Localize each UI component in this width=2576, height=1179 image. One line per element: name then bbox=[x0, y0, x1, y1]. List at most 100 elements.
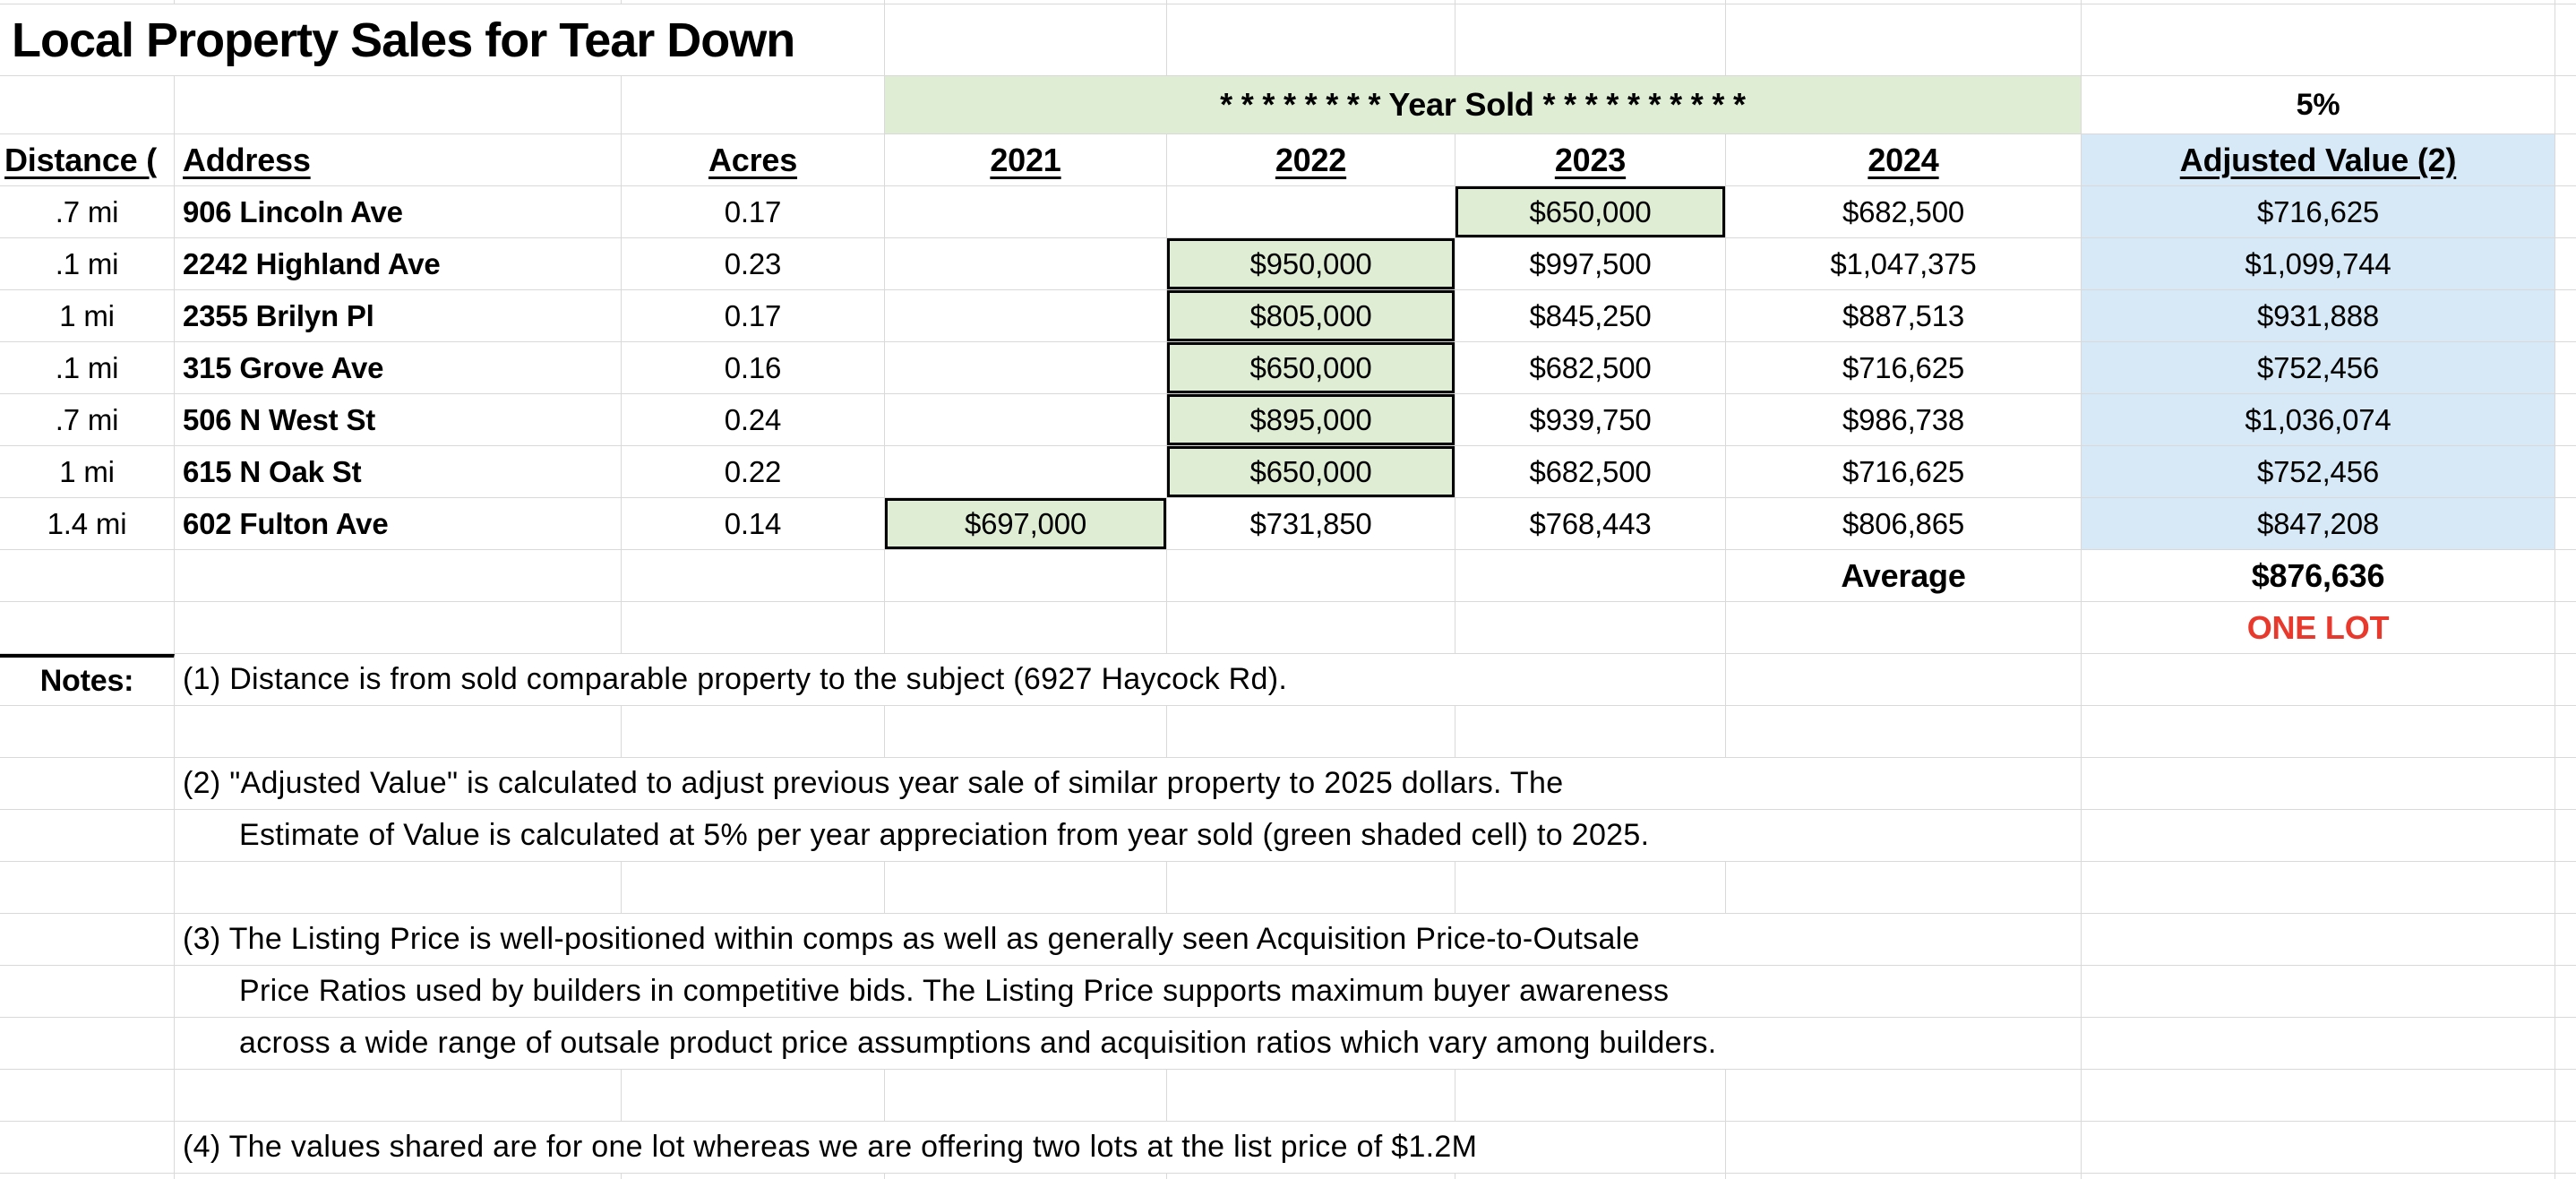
empty-cell[interactable] bbox=[1726, 4, 2082, 76]
price-2022-cell-sold[interactable]: $650,000 bbox=[1167, 342, 1455, 394]
col-header-adjusted-value[interactable]: Adjusted Value (2) bbox=[2082, 134, 2555, 186]
col-header-distance[interactable]: Distance ( bbox=[0, 134, 175, 186]
average-label-cell[interactable]: Average bbox=[1726, 550, 2082, 602]
acres-cell[interactable]: 0.24 bbox=[622, 394, 885, 446]
price-2024-cell[interactable]: $986,738 bbox=[1726, 394, 2082, 446]
empty-cell[interactable] bbox=[1167, 4, 1455, 76]
empty-cell[interactable] bbox=[622, 862, 885, 914]
empty-cell[interactable] bbox=[1167, 550, 1455, 602]
col-header-acres[interactable]: Acres bbox=[622, 134, 885, 186]
distance-cell[interactable]: .1 mi bbox=[0, 238, 175, 290]
empty-cell[interactable] bbox=[1726, 706, 2082, 758]
empty-cell[interactable] bbox=[885, 602, 1167, 654]
note-1[interactable]: (1) Distance is from sold comparable pro… bbox=[175, 654, 1726, 706]
col-header-2024[interactable]: 2024 bbox=[1726, 134, 2082, 186]
adjusted-value-cell[interactable]: $1,099,744 bbox=[2082, 238, 2555, 290]
empty-cell[interactable] bbox=[2082, 1070, 2555, 1122]
empty-cell[interactable] bbox=[0, 550, 175, 602]
empty-cell[interactable] bbox=[175, 602, 622, 654]
adjusted-value-cell[interactable]: $752,456 bbox=[2082, 446, 2555, 498]
distance-cell[interactable]: .7 mi bbox=[0, 394, 175, 446]
empty-cell[interactable] bbox=[622, 550, 885, 602]
distance-cell[interactable]: 1.4 mi bbox=[0, 498, 175, 550]
adjusted-value-cell[interactable]: $752,456 bbox=[2082, 342, 2555, 394]
empty-cell[interactable] bbox=[1167, 706, 1455, 758]
price-2024-cell[interactable]: $887,513 bbox=[1726, 290, 2082, 342]
note-2-line-2[interactable]: Estimate of Value is calculated at 5% pe… bbox=[175, 810, 2082, 862]
adjusted-value-cell[interactable]: $847,208 bbox=[2082, 498, 2555, 550]
empty-cell[interactable] bbox=[1726, 602, 2082, 654]
price-2021-cell[interactable] bbox=[885, 186, 1167, 238]
distance-cell[interactable]: 1 mi bbox=[0, 290, 175, 342]
empty-cell[interactable] bbox=[0, 76, 175, 134]
empty-cell[interactable] bbox=[175, 1070, 622, 1122]
empty-cell[interactable] bbox=[2082, 654, 2555, 706]
empty-cell[interactable] bbox=[175, 706, 622, 758]
empty-cell[interactable] bbox=[0, 758, 175, 810]
empty-cell[interactable] bbox=[0, 706, 175, 758]
empty-cell[interactable] bbox=[1167, 862, 1455, 914]
empty-cell[interactable] bbox=[622, 76, 885, 134]
empty-cell[interactable] bbox=[1167, 602, 1455, 654]
adjusted-value-cell[interactable]: $931,888 bbox=[2082, 290, 2555, 342]
appreciation-rate-cell[interactable]: 5% bbox=[2082, 76, 2555, 134]
col-header-2023[interactable]: 2023 bbox=[1455, 134, 1726, 186]
empty-cell[interactable] bbox=[2082, 706, 2555, 758]
col-header-2021[interactable]: 2021 bbox=[885, 134, 1167, 186]
price-2022-cell[interactable] bbox=[1167, 186, 1455, 238]
empty-cell[interactable] bbox=[1167, 1070, 1455, 1122]
empty-cell[interactable] bbox=[0, 602, 175, 654]
distance-cell[interactable]: 1 mi bbox=[0, 446, 175, 498]
empty-cell[interactable] bbox=[885, 706, 1167, 758]
address-cell[interactable]: 315 Grove Ave bbox=[175, 342, 622, 394]
price-2023-cell[interactable]: $768,443 bbox=[1455, 498, 1726, 550]
adjusted-value-cell[interactable]: $716,625 bbox=[2082, 186, 2555, 238]
price-2024-cell[interactable]: $716,625 bbox=[1726, 446, 2082, 498]
empty-cell[interactable] bbox=[622, 602, 885, 654]
empty-cell[interactable] bbox=[2082, 966, 2555, 1018]
empty-cell[interactable] bbox=[885, 4, 1167, 76]
address-cell[interactable]: 602 Fulton Ave bbox=[175, 498, 622, 550]
empty-cell[interactable] bbox=[1726, 1070, 2082, 1122]
price-2023-cell[interactable]: $939,750 bbox=[1455, 394, 1726, 446]
empty-cell[interactable] bbox=[1455, 4, 1726, 76]
price-2021-cell[interactable] bbox=[885, 394, 1167, 446]
empty-cell[interactable] bbox=[0, 966, 175, 1018]
empty-cell[interactable] bbox=[0, 1122, 175, 1174]
address-cell[interactable]: 506 N West St bbox=[175, 394, 622, 446]
empty-cell[interactable] bbox=[175, 76, 622, 134]
acres-cell[interactable]: 0.17 bbox=[622, 290, 885, 342]
empty-cell[interactable] bbox=[2082, 810, 2555, 862]
empty-cell[interactable] bbox=[1726, 654, 2082, 706]
address-cell[interactable]: 615 N Oak St bbox=[175, 446, 622, 498]
price-2022-cell-sold[interactable]: $805,000 bbox=[1167, 290, 1455, 342]
empty-cell[interactable] bbox=[1726, 1122, 2082, 1174]
empty-cell[interactable] bbox=[1455, 706, 1726, 758]
note-3-line-3[interactable]: across a wide range of outsale product p… bbox=[175, 1018, 2082, 1070]
page-title[interactable]: Local Property Sales for Tear Down bbox=[0, 4, 885, 76]
empty-cell[interactable] bbox=[0, 810, 175, 862]
empty-cell[interactable] bbox=[0, 1018, 175, 1070]
price-2022-cell[interactable]: $731,850 bbox=[1167, 498, 1455, 550]
notes-label-cell[interactable]: Notes: bbox=[0, 654, 175, 706]
price-2022-cell-sold[interactable]: $650,000 bbox=[1167, 446, 1455, 498]
empty-cell[interactable] bbox=[885, 862, 1167, 914]
distance-cell[interactable]: .7 mi bbox=[0, 186, 175, 238]
empty-cell[interactable] bbox=[2082, 1122, 2555, 1174]
average-value-cell[interactable]: $876,636 bbox=[2082, 550, 2555, 602]
price-2022-cell-sold[interactable]: $895,000 bbox=[1167, 394, 1455, 446]
empty-cell[interactable] bbox=[2082, 1018, 2555, 1070]
address-cell[interactable]: 2355 Brilyn Pl bbox=[175, 290, 622, 342]
price-2021-cell[interactable] bbox=[885, 290, 1167, 342]
empty-cell[interactable] bbox=[1455, 602, 1726, 654]
price-2023-cell[interactable]: $682,500 bbox=[1455, 342, 1726, 394]
price-2021-cell[interactable] bbox=[885, 238, 1167, 290]
empty-cell[interactable] bbox=[2082, 914, 2555, 966]
year-sold-banner[interactable]: * * * * * * * * Year Sold * * * * * * * … bbox=[885, 76, 2082, 134]
empty-cell[interactable] bbox=[0, 914, 175, 966]
distance-cell[interactable]: .1 mi bbox=[0, 342, 175, 394]
acres-cell[interactable]: 0.17 bbox=[622, 186, 885, 238]
note-2-line-1[interactable]: (2) "Adjusted Value" is calculated to ad… bbox=[175, 758, 2082, 810]
price-2023-cell[interactable]: $682,500 bbox=[1455, 446, 1726, 498]
price-2023-cell-sold[interactable]: $650,000 bbox=[1455, 186, 1726, 238]
